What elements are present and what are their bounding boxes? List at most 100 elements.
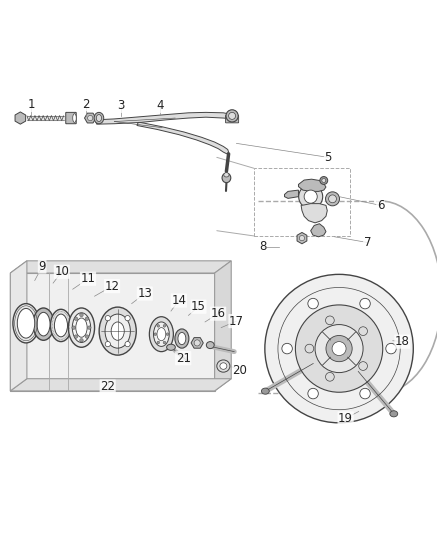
- Circle shape: [325, 316, 334, 325]
- Ellipse shape: [320, 176, 328, 184]
- Circle shape: [305, 344, 314, 353]
- Ellipse shape: [157, 328, 166, 341]
- Text: 3: 3: [117, 99, 124, 112]
- Circle shape: [295, 305, 383, 392]
- Circle shape: [80, 313, 83, 317]
- Circle shape: [125, 342, 130, 346]
- Ellipse shape: [222, 173, 231, 183]
- Circle shape: [386, 343, 396, 354]
- Text: 9: 9: [39, 260, 46, 273]
- Text: 8: 8: [259, 240, 266, 253]
- Ellipse shape: [105, 314, 131, 348]
- Text: 16: 16: [211, 307, 226, 320]
- Circle shape: [74, 317, 78, 320]
- Ellipse shape: [175, 329, 189, 348]
- Text: 6: 6: [377, 199, 384, 212]
- Circle shape: [157, 325, 159, 327]
- Ellipse shape: [76, 318, 87, 337]
- Circle shape: [80, 338, 83, 342]
- Circle shape: [166, 333, 169, 335]
- Circle shape: [85, 317, 89, 320]
- Ellipse shape: [72, 313, 91, 343]
- Circle shape: [308, 389, 318, 399]
- Ellipse shape: [96, 115, 102, 122]
- Ellipse shape: [220, 363, 227, 369]
- Ellipse shape: [13, 304, 39, 343]
- Polygon shape: [11, 273, 215, 391]
- Ellipse shape: [390, 411, 398, 417]
- Circle shape: [308, 298, 318, 309]
- Text: 22: 22: [100, 380, 115, 393]
- FancyBboxPatch shape: [226, 116, 239, 123]
- Ellipse shape: [37, 312, 50, 336]
- Ellipse shape: [322, 179, 326, 182]
- Circle shape: [299, 236, 304, 241]
- Circle shape: [88, 116, 93, 120]
- Text: 4: 4: [156, 99, 164, 112]
- Ellipse shape: [111, 322, 124, 340]
- Ellipse shape: [328, 195, 336, 203]
- Bar: [254, 168, 350, 236]
- Ellipse shape: [217, 360, 230, 372]
- Text: 7: 7: [364, 236, 371, 249]
- Polygon shape: [298, 179, 326, 191]
- Text: 2: 2: [82, 98, 90, 110]
- Ellipse shape: [17, 309, 35, 338]
- Ellipse shape: [68, 308, 95, 348]
- Text: 5: 5: [325, 151, 332, 164]
- Circle shape: [265, 274, 413, 423]
- Text: 11: 11: [81, 272, 95, 285]
- Ellipse shape: [325, 192, 339, 206]
- Circle shape: [326, 335, 352, 362]
- Ellipse shape: [50, 309, 71, 342]
- Ellipse shape: [261, 388, 269, 394]
- Text: 14: 14: [171, 294, 186, 307]
- Circle shape: [282, 343, 292, 354]
- Circle shape: [163, 325, 166, 327]
- Circle shape: [163, 341, 166, 344]
- Polygon shape: [11, 379, 231, 391]
- Text: 13: 13: [138, 287, 152, 300]
- Circle shape: [72, 326, 75, 329]
- Ellipse shape: [166, 344, 175, 350]
- Ellipse shape: [94, 112, 104, 124]
- Ellipse shape: [299, 184, 323, 208]
- Circle shape: [360, 389, 370, 399]
- Ellipse shape: [33, 308, 54, 340]
- Polygon shape: [96, 112, 234, 124]
- Ellipse shape: [73, 114, 76, 123]
- Text: 12: 12: [105, 280, 120, 293]
- Text: 10: 10: [54, 265, 69, 278]
- Text: 20: 20: [233, 364, 247, 377]
- Circle shape: [125, 316, 130, 321]
- Ellipse shape: [304, 190, 317, 203]
- Circle shape: [325, 373, 334, 381]
- Text: 1: 1: [28, 99, 35, 111]
- Ellipse shape: [229, 112, 236, 119]
- Circle shape: [154, 333, 156, 335]
- Polygon shape: [285, 190, 298, 198]
- FancyBboxPatch shape: [66, 112, 76, 124]
- Circle shape: [105, 342, 110, 346]
- Ellipse shape: [206, 342, 214, 349]
- Circle shape: [332, 342, 346, 356]
- Circle shape: [105, 316, 110, 321]
- Circle shape: [74, 335, 78, 338]
- Circle shape: [359, 362, 367, 370]
- Polygon shape: [215, 261, 231, 391]
- Ellipse shape: [99, 307, 136, 355]
- Text: 19: 19: [338, 412, 353, 425]
- Ellipse shape: [224, 173, 229, 177]
- Ellipse shape: [226, 110, 238, 122]
- Polygon shape: [301, 204, 327, 223]
- Ellipse shape: [149, 317, 173, 352]
- Ellipse shape: [54, 314, 67, 337]
- Circle shape: [88, 326, 91, 329]
- Polygon shape: [11, 261, 27, 391]
- Text: 15: 15: [191, 300, 206, 313]
- Circle shape: [315, 325, 363, 373]
- Circle shape: [85, 335, 89, 338]
- Polygon shape: [11, 261, 231, 273]
- Polygon shape: [311, 224, 326, 237]
- Text: 18: 18: [395, 335, 410, 348]
